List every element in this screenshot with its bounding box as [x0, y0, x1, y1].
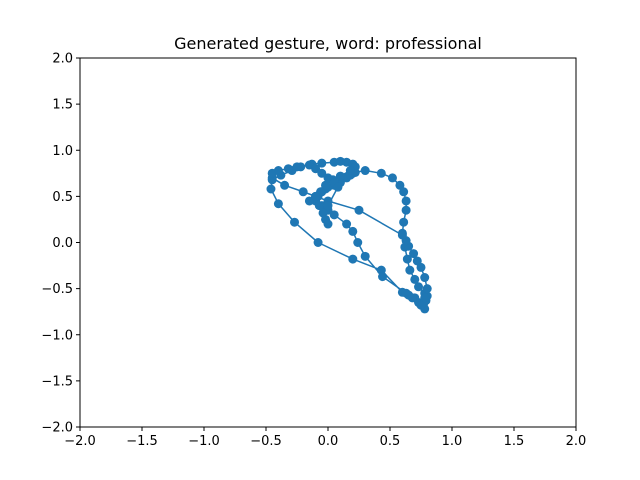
chart-title: Generated gesture, word: professional	[174, 34, 482, 53]
data-point	[414, 282, 424, 292]
data-point	[410, 274, 420, 284]
data-point	[273, 199, 283, 209]
data-point	[342, 219, 352, 229]
data-point	[304, 196, 314, 206]
data-point	[323, 219, 333, 229]
x-tick-label: −2.0	[64, 434, 96, 449]
x-tick-label: 0.0	[318, 434, 339, 449]
plot-area	[266, 156, 432, 314]
data-point	[333, 182, 343, 192]
data-point	[416, 300, 426, 310]
y-tick-label: 1.0	[52, 144, 73, 159]
data-point	[360, 166, 370, 176]
y-tick-label: 0.5	[52, 190, 73, 205]
data-point	[321, 180, 331, 190]
data-point	[313, 238, 323, 247]
data-point	[353, 238, 363, 247]
y-axis-ticks: −2.0 −1.5 −1.0 −0.5 0.0 0.5 1.0 1.5 2.0	[41, 52, 80, 436]
x-tick-label: 2.0	[566, 434, 587, 449]
y-tick-label: −2.0	[41, 421, 73, 436]
data-point	[401, 196, 411, 206]
data-point	[354, 205, 364, 215]
data-point	[387, 173, 397, 183]
x-tick-label: −1.5	[126, 434, 158, 449]
data-point	[323, 173, 333, 183]
x-tick-label: 1.0	[442, 434, 463, 449]
data-point	[317, 168, 327, 178]
data-point	[323, 201, 333, 211]
data-point	[376, 168, 386, 178]
data-point	[298, 187, 308, 197]
data-point	[402, 254, 412, 264]
data-point	[283, 164, 293, 174]
data-point	[273, 166, 283, 176]
data-point	[360, 251, 370, 261]
data-point	[412, 256, 422, 266]
data-point	[317, 158, 327, 168]
data-point	[345, 166, 355, 176]
data-point	[335, 171, 345, 181]
y-tick-label: −1.5	[41, 374, 73, 389]
y-tick-label: −0.5	[41, 282, 73, 297]
data-point	[420, 273, 430, 283]
data-point	[422, 284, 432, 294]
data-point	[407, 293, 417, 303]
data-point	[378, 272, 388, 282]
y-tick-label: −1.0	[41, 328, 73, 343]
plot-frame	[79, 57, 577, 428]
data-point	[311, 191, 321, 201]
data-point	[348, 254, 358, 264]
data-point	[290, 217, 300, 227]
data-point	[420, 293, 430, 303]
data-point	[399, 217, 409, 227]
data-point	[329, 210, 339, 220]
y-tick-label: 1.5	[52, 98, 73, 113]
data-point	[311, 164, 321, 174]
data-point	[399, 187, 409, 197]
x-tick-label: 1.5	[504, 434, 525, 449]
data-point	[409, 249, 419, 259]
x-tick-label: −1.0	[188, 434, 220, 449]
y-tick-label: 2.0	[52, 52, 73, 67]
data-point	[401, 288, 411, 298]
data-point	[348, 226, 358, 236]
data-point	[401, 205, 411, 215]
x-axis-ticks: −2.0 −1.5 −1.0 −0.5 0.0 0.5 1.0 1.5 2.0	[64, 427, 586, 449]
x-tick-label: 0.5	[380, 434, 401, 449]
data-point	[397, 230, 407, 240]
data-point	[266, 184, 276, 194]
data-point	[280, 180, 290, 190]
data-point	[292, 162, 302, 172]
x-tick-label: −0.5	[250, 434, 282, 449]
data-point	[405, 265, 415, 275]
data-point	[314, 201, 324, 211]
y-tick-label: 0.0	[52, 236, 73, 251]
